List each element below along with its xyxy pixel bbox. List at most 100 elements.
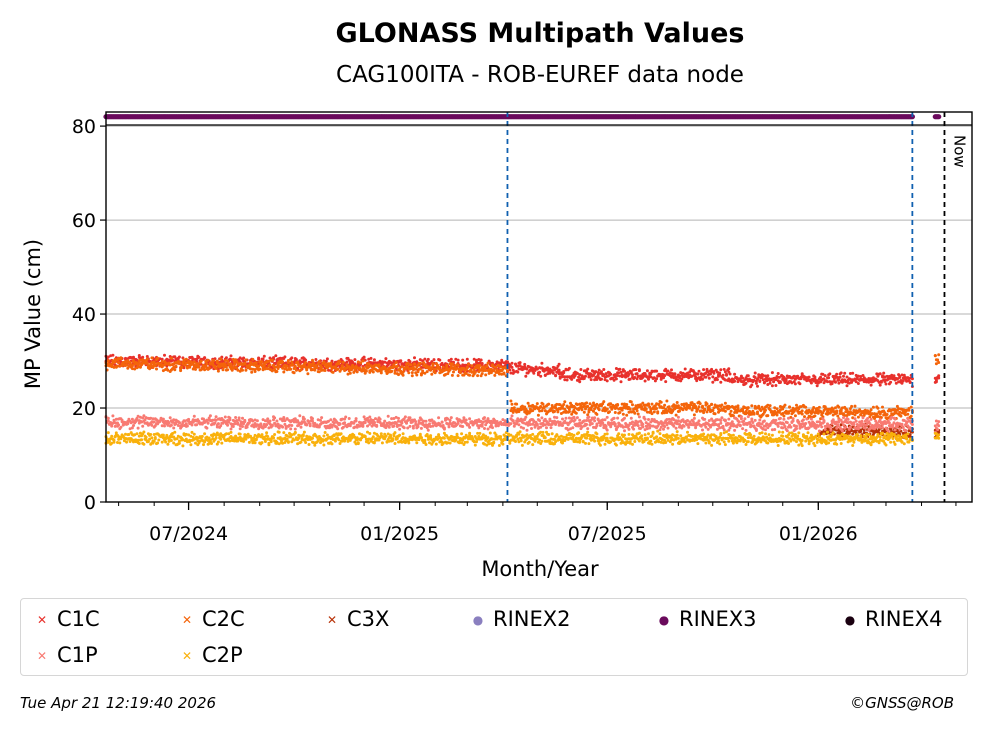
- data-point-c1c: [383, 360, 387, 364]
- data-point-c1c: [856, 374, 860, 378]
- data-point-c2c: [113, 360, 117, 364]
- data-point-c1p: [302, 417, 306, 421]
- data-point-c2c: [205, 362, 209, 366]
- data-point-c1c: [758, 380, 762, 383]
- data-point-c1c: [647, 377, 650, 381]
- data-point-c1c: [604, 372, 608, 376]
- data-point-c2c: [562, 403, 566, 406]
- data-point-c1c: [623, 369, 626, 373]
- data-point-c1c: [589, 378, 593, 382]
- data-point-c1c: [290, 356, 294, 360]
- data-point-c1p: [241, 425, 244, 428]
- data-point-c1c: [853, 378, 857, 381]
- data-point-c2c: [553, 410, 556, 413]
- data-point-c2c: [153, 363, 157, 367]
- data-point-c1c: [863, 377, 867, 381]
- data-point-c1c: [868, 380, 872, 384]
- data-point-c1c: [579, 368, 583, 371]
- data-point-c1c: [523, 362, 527, 366]
- data-point-c1p: [774, 418, 778, 422]
- data-point-c2c: [166, 368, 170, 372]
- data-point-c2c: [183, 363, 187, 367]
- data-point-c2c: [336, 367, 340, 371]
- data-point-c1c: [594, 370, 598, 374]
- data-point-c1c: [754, 381, 758, 385]
- data-point-c2c: [933, 354, 937, 358]
- data-point-c2c: [465, 365, 469, 369]
- data-point-c1p: [627, 427, 631, 431]
- data-point-c2c: [800, 409, 804, 413]
- data-point-c1c: [557, 362, 561, 366]
- data-point-c2c: [121, 363, 125, 367]
- data-point-c1c: [855, 377, 859, 381]
- data-point-c2c: [224, 365, 228, 369]
- data-point-c1c: [353, 362, 357, 366]
- data-point-c1p: [613, 422, 617, 426]
- data-point-c1p: [723, 419, 727, 423]
- data-point-c1p: [273, 416, 277, 420]
- data-point-c1c: [224, 356, 228, 360]
- data-point-c1c: [756, 384, 759, 388]
- data-points: [103, 114, 942, 448]
- data-point-c2c: [128, 360, 132, 364]
- data-point-c1c: [875, 372, 879, 376]
- data-point-c2c: [251, 367, 255, 371]
- data-point-c1c: [550, 369, 554, 373]
- data-point-c1p: [789, 425, 793, 429]
- data-point-c2c: [752, 411, 756, 415]
- data-point-c2c: [909, 405, 913, 409]
- data-point-c1p: [801, 418, 805, 422]
- data-point-c1c: [793, 377, 797, 381]
- data-point-c1c: [203, 356, 207, 360]
- data-point-c1c: [602, 368, 606, 371]
- data-point-c1c: [733, 372, 737, 376]
- data-point-c1p: [426, 428, 430, 432]
- data-point-c2c: [392, 363, 396, 367]
- data-point-c1p: [719, 419, 723, 422]
- data-point-c2c: [312, 361, 316, 365]
- data-point-c1c: [830, 382, 834, 386]
- data-point-c1p: [647, 418, 650, 421]
- data-point-c1c: [711, 375, 715, 379]
- data-point-c1p: [243, 420, 247, 424]
- data-point-c2c: [729, 409, 733, 413]
- data-point-c2c: [452, 370, 455, 374]
- data-point-c1c: [480, 362, 484, 365]
- data-point-c1c: [683, 372, 687, 376]
- data-point-c2c: [616, 403, 620, 407]
- data-point-c2c: [125, 363, 129, 367]
- data-point-c1c: [512, 370, 516, 374]
- data-point-c1p: [829, 425, 833, 429]
- data-point-c1p: [169, 423, 173, 427]
- data-point-c1p: [110, 424, 114, 428]
- data-point-c1c: [702, 368, 706, 372]
- data-point-c1p: [682, 424, 686, 428]
- data-point-c1c: [635, 377, 639, 381]
- data-point-c1p: [641, 422, 645, 426]
- data-point-c2c: [119, 356, 123, 360]
- data-point-c1c: [627, 372, 631, 376]
- data-point-c2c: [231, 366, 235, 370]
- data-point-c1c: [137, 354, 141, 357]
- data-point-c1c: [746, 374, 750, 378]
- data-point-c1p: [354, 417, 358, 421]
- data-point-c2c: [486, 361, 490, 365]
- data-point-c1c: [664, 367, 668, 371]
- data-point-c1p: [119, 425, 123, 429]
- data-point-c2c: [169, 356, 173, 360]
- data-point-c1c: [645, 369, 649, 373]
- data-point-c2c: [293, 364, 297, 368]
- data-point-c2c: [197, 365, 201, 369]
- data-point-c2c: [625, 403, 629, 406]
- data-point-c1p: [694, 426, 698, 430]
- data-point-c1p: [687, 425, 691, 429]
- data-point-c1c: [600, 370, 603, 374]
- data-point-c2c: [629, 400, 633, 404]
- data-point-c2c: [299, 368, 303, 372]
- data-point-c1p: [820, 425, 824, 429]
- data-point-c1p: [593, 419, 597, 423]
- data-point-c1p: [791, 419, 795, 423]
- data-point-c1c: [609, 372, 613, 376]
- data-point-c2c: [117, 361, 121, 365]
- data-point-c1p: [343, 421, 347, 425]
